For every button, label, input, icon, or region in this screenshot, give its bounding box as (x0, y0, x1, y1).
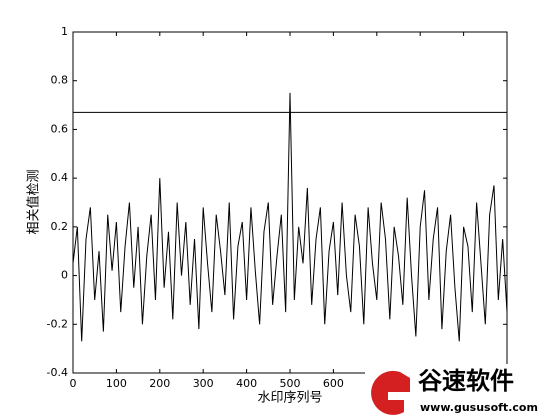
x-tick-label: 100 (106, 377, 127, 390)
y-tick-label: -0.4 (47, 366, 68, 379)
y-tick-label: 1 (61, 25, 68, 38)
y-tick-label: 0.6 (51, 122, 69, 135)
x-tick-label: 600 (323, 377, 344, 390)
plot-frame (72, 31, 508, 374)
y-tick-label: -0.2 (47, 317, 68, 330)
x-tick-label: 200 (149, 377, 170, 390)
x-tick-label: 400 (236, 377, 257, 390)
watermark: 谷速软件 www.gususoft.com (365, 364, 557, 418)
y-tick-label: 0.4 (51, 171, 69, 184)
y-tick-label: 0.8 (51, 74, 69, 87)
watermark-logo (371, 370, 410, 415)
x-tick-label: 300 (193, 377, 214, 390)
x-tick-label: 500 (280, 377, 301, 390)
watermark-brand: 谷速软件 (418, 367, 514, 395)
y-tick-label: 0.2 (51, 220, 69, 233)
data-line (72, 92, 508, 342)
x-tick-label: 0 (70, 377, 77, 390)
watermark-url: www.gususoft.com (420, 401, 538, 414)
x-axis-label: 水印序列号 (257, 391, 322, 406)
y-tick-label: 0 (61, 269, 68, 282)
y-axis-label: 相关值检测 (26, 169, 42, 234)
